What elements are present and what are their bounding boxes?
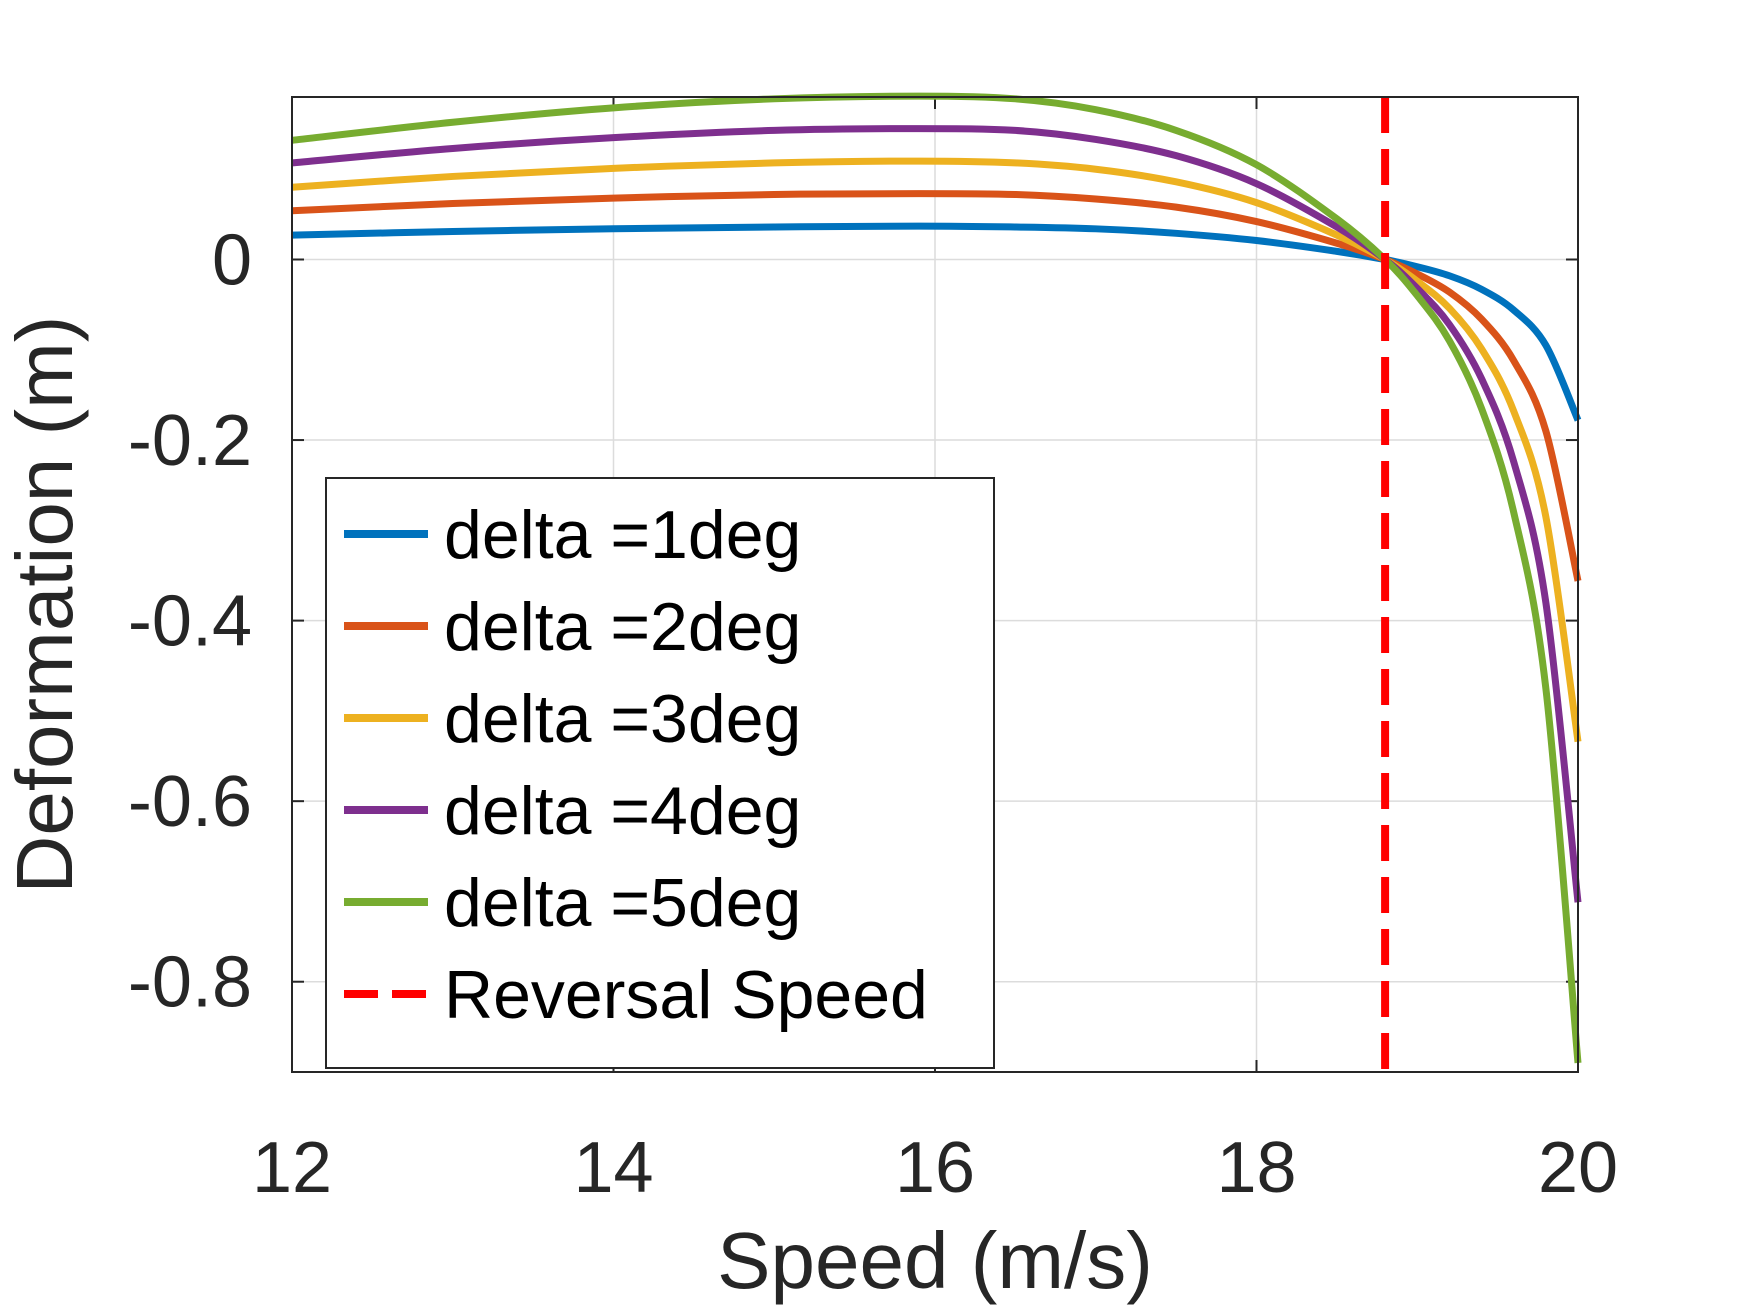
y-tick-label: -0.6 [128, 762, 252, 842]
legend: delta =1deg delta =2deg delta =3deg delta =… [325, 477, 995, 1069]
x-tick-label: 16 [895, 1128, 975, 1208]
x-axis-title: Speed (m/s) [717, 1216, 1153, 1305]
y-tick-label: -0.8 [128, 943, 252, 1023]
series-line-2 [291, 190, 1582, 582]
axes-box [291, 96, 1579, 1073]
legend-box [325, 477, 995, 1069]
legend-label: delta =2deg [444, 589, 801, 665]
series-line-4 [291, 125, 1582, 903]
y-tick-label: -0.2 [128, 401, 252, 481]
series-line-3 [291, 157, 1582, 743]
tick-labels: 12 14 16 18 20 -0.8 -0.6 -0.4 -0.2 0 [128, 221, 1618, 1209]
legend-label: Reversal Speed [444, 957, 928, 1033]
legend-label: delta =4deg [444, 773, 801, 849]
series-line-5 [291, 92, 1582, 1064]
x-tick-label: 12 [252, 1128, 332, 1208]
x-tick-label: 20 [1538, 1128, 1618, 1208]
legend-label: delta =5deg [444, 865, 801, 941]
x-tick-label: 18 [1216, 1128, 1296, 1208]
legend-label: delta =3deg [444, 681, 801, 757]
x-tick-label: 14 [573, 1128, 653, 1208]
y-tick-label: -0.4 [128, 582, 252, 662]
y-tick-label: 0 [212, 221, 252, 301]
legend-label: delta =1deg [444, 497, 801, 573]
y-axis-title: Deformation (m) [0, 316, 89, 894]
plot-lines [291, 92, 1582, 1072]
series-line-1 [291, 222, 1582, 422]
